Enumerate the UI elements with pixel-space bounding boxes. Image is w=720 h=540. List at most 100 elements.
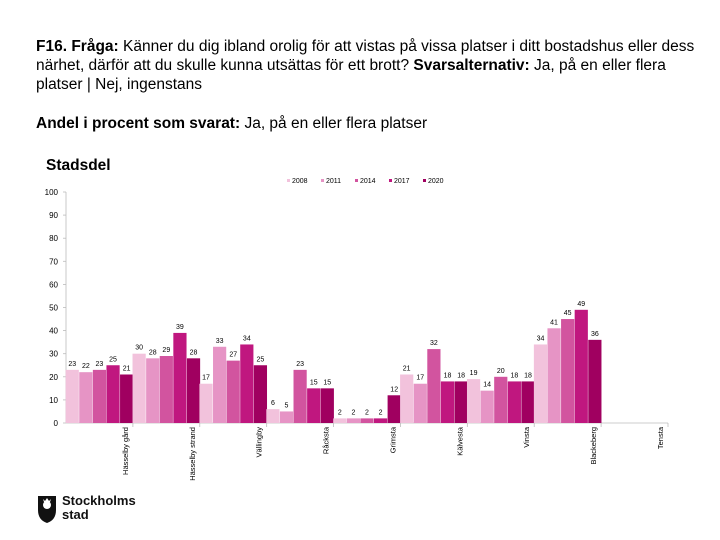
bar-1-2014 [159, 356, 173, 423]
logo-line-2: stad [62, 507, 89, 522]
bar-value-label: 36 [591, 331, 599, 338]
bar-value-label: 19 [470, 370, 478, 377]
question-text: Känner du dig ibland orolig för att vist… [36, 38, 695, 74]
bar-7-2017 [574, 309, 588, 423]
legend-label-2014: 2014 [360, 178, 376, 185]
y-tick-label: 50 [49, 304, 58, 313]
bar-3-2011 [279, 411, 294, 423]
bar-value-label: 5 [285, 402, 289, 409]
bar-chart: 2008 2011 2014 2017 202001020304050607080901… [45, 178, 669, 481]
legend-swatch-2020 [423, 179, 426, 182]
bar-value-label: 30 [135, 345, 143, 352]
bar-3-2008 [266, 409, 280, 423]
legend-label-2017: 2017 [394, 178, 410, 185]
bar-0-2014 [92, 369, 107, 423]
x-category-label: Blackeberg [589, 427, 598, 465]
legend-label-2020: 2020 [428, 178, 444, 185]
bar-7-2014 [561, 319, 575, 423]
bar-5-2008 [400, 374, 414, 423]
bar-value-label: 14 [483, 382, 491, 389]
bar-7-2008 [533, 344, 548, 423]
bar-value-label: 45 [564, 310, 572, 317]
x-category-label: Hässelby strand [188, 427, 197, 481]
x-category-label: Vinsta [522, 426, 531, 448]
x-category-label: Råcksta [322, 426, 331, 454]
bar-1-2011 [146, 358, 160, 423]
bar-5-2014 [427, 349, 441, 423]
legend-swatch-2011 [321, 179, 324, 182]
x-category-label: Tensta [656, 426, 665, 449]
bar-3-2014 [293, 369, 307, 423]
bar-6-2020 [521, 381, 535, 423]
x-category-label: Kälvesta [455, 426, 464, 456]
bar-value-label: 18 [524, 372, 532, 379]
bar-value-label: 28 [149, 349, 157, 356]
bar-4-2020 [387, 395, 401, 423]
bar-value-label: 21 [403, 365, 411, 372]
bar-value-label: 39 [176, 324, 184, 331]
y-tick-label: 30 [49, 350, 58, 359]
bar-value-label: 25 [257, 356, 265, 363]
bar-value-label: 23 [296, 361, 304, 368]
bar-4-2008 [333, 418, 347, 423]
bar-2-2011 [213, 346, 227, 423]
bar-2-2017 [240, 344, 254, 423]
legend-label-2008: 2008 [292, 178, 308, 185]
bar-1-2017 [173, 332, 187, 423]
answers-label: Svarsalternativ: [409, 57, 530, 74]
share-heading: Andel i procent som svarat: Ja, på en el… [36, 114, 696, 133]
bar-value-label: 2 [351, 409, 355, 416]
bar-value-label: 29 [162, 347, 170, 354]
bar-value-label: 15 [323, 379, 331, 386]
bar-value-label: 34 [537, 335, 545, 342]
bar-4-2017 [374, 418, 388, 423]
answers-text: Ja, på en eller flera platser | Nej, ing… [36, 57, 666, 93]
question-heading: F16. Fråga: Känner du dig ibland orolig … [36, 37, 696, 94]
bar-value-label: 28 [190, 349, 198, 356]
bar-5-2017 [440, 381, 455, 423]
bar-value-label: 21 [123, 365, 131, 372]
bar-value-label: 12 [390, 386, 398, 393]
bar-0-2020 [120, 374, 134, 423]
bar-6-2017 [507, 381, 521, 423]
y-tick-label: 70 [49, 257, 58, 266]
bar-value-label: 18 [510, 372, 518, 379]
question-label: F16. Fråga: [36, 38, 119, 55]
bar-4-2014 [360, 418, 374, 423]
y-tick-label: 60 [49, 280, 58, 289]
share-text: Ja, på en eller flera platser [240, 115, 428, 132]
bar-value-label: 23 [96, 361, 104, 368]
bar-value-label: 6 [271, 400, 275, 407]
bar-6-2011 [480, 390, 494, 423]
bar-5-2020 [454, 381, 468, 423]
bar-2-2008 [199, 383, 213, 423]
bar-value-label: 17 [202, 375, 210, 382]
x-category-label: Grimsta [388, 426, 397, 453]
bar-6-2014 [494, 376, 508, 423]
x-category-label: Vällingby [255, 427, 264, 458]
legend-swatch-2014 [355, 179, 358, 182]
bar-value-label: 2 [338, 409, 342, 416]
city-crest-icon [38, 496, 56, 523]
y-tick-label: 100 [45, 188, 59, 197]
bar-2-2020 [253, 365, 268, 423]
y-tick-label: 10 [49, 396, 58, 405]
bar-3-2020 [320, 388, 334, 423]
bar-value-label: 23 [68, 361, 76, 368]
legend-swatch-2017 [389, 179, 392, 182]
share-label: Andel i procent som svarat: [36, 115, 241, 132]
bar-2-2014 [226, 360, 240, 423]
bar-value-label: 2 [365, 409, 369, 416]
y-tick-label: 0 [54, 419, 59, 428]
bar-value-label: 18 [444, 372, 452, 379]
bar-3-2017 [307, 388, 321, 423]
y-tick-label: 20 [49, 373, 58, 382]
bar-0-2011 [79, 372, 93, 423]
bar-value-label: 32 [430, 340, 438, 347]
y-tick-label: 90 [49, 211, 58, 220]
bar-1-2020 [186, 358, 201, 423]
bar-value-label: 41 [550, 319, 558, 326]
bar-5-2011 [413, 383, 427, 423]
bar-value-label: 15 [310, 379, 318, 386]
section-title: Stadsdel [46, 157, 111, 174]
